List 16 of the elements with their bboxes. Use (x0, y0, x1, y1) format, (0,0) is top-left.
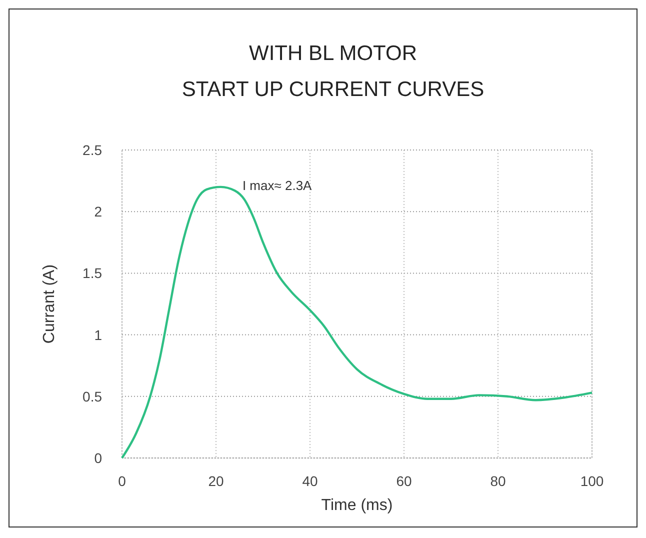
chart-title: WITH BL MOTOR START UP CURRENT CURVES (182, 42, 484, 101)
y-tick-label: 2.5 (82, 142, 102, 158)
y-tick-label: 2 (94, 204, 102, 220)
annotation: I max≈ 2.3A (242, 178, 312, 193)
x-axis-title: Time (ms) (321, 497, 393, 514)
x-tick-label: 80 (490, 473, 506, 489)
x-tick-label: 40 (302, 473, 318, 489)
y-tick-label: 0.5 (82, 388, 102, 404)
x-tick-label: 0 (118, 473, 126, 489)
y-tick-label: 1 (94, 326, 102, 343)
y-tick-label: 0 (94, 450, 102, 466)
x-tick-label: 100 (580, 473, 604, 489)
y-axis-title: Currant (A) (41, 264, 58, 344)
y-tick-label: 1.5 (82, 265, 102, 282)
x-tick-label: 20 (208, 473, 224, 489)
x-tick-label: 60 (396, 473, 412, 489)
